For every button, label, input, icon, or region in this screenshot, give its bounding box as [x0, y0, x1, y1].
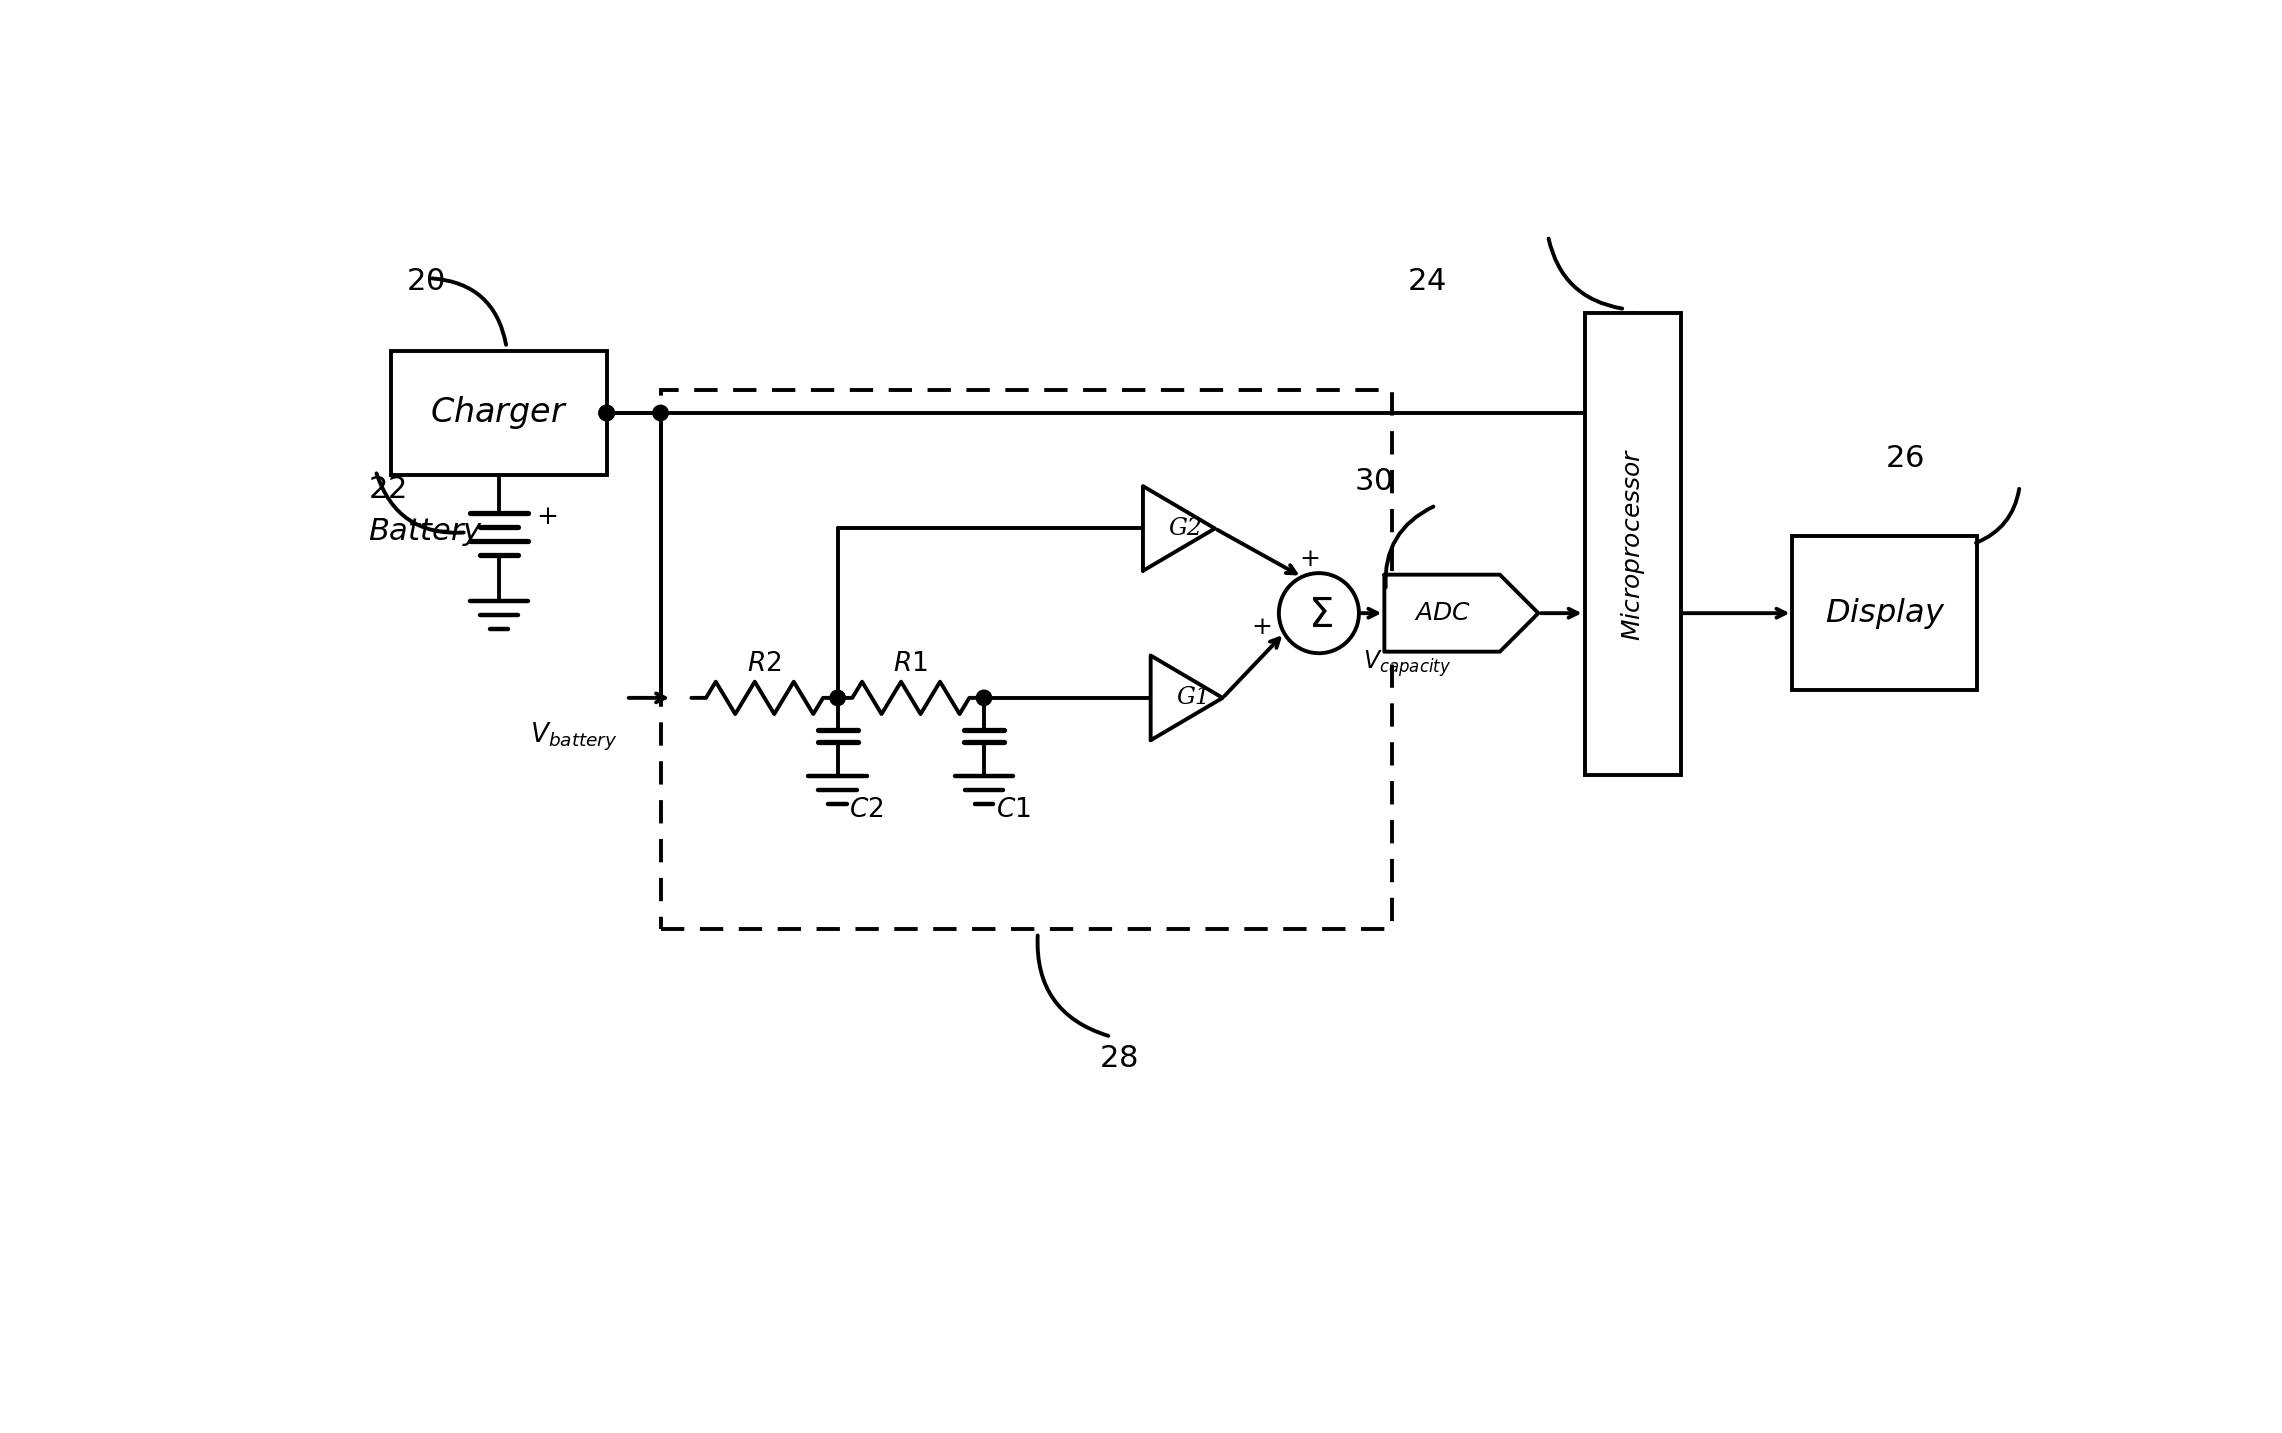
Text: $\mathit{24}$: $\mathit{24}$ — [1408, 265, 1447, 297]
Text: $\mathit{30}$: $\mathit{30}$ — [1353, 466, 1392, 497]
Circle shape — [598, 406, 614, 421]
Text: $V_{\mathit{battery}}$: $V_{\mathit{battery}}$ — [529, 721, 618, 752]
Polygon shape — [1150, 655, 1223, 741]
Circle shape — [977, 691, 993, 705]
Text: $\mathit{Microprocessor}$: $\mathit{Microprocessor}$ — [1618, 447, 1648, 641]
Text: $\mathit{Display}$: $\mathit{Display}$ — [1826, 596, 1944, 631]
Text: G1: G1 — [1175, 686, 1209, 709]
Text: $\mathit{C2}$: $\mathit{C2}$ — [849, 797, 883, 823]
Text: $\mathit{ADC}$: $\mathit{ADC}$ — [1413, 602, 1470, 625]
Text: +: + — [536, 504, 557, 529]
Circle shape — [653, 406, 669, 421]
Text: $\mathit{20}$: $\mathit{20}$ — [406, 265, 445, 297]
Text: +: + — [1298, 547, 1319, 570]
Polygon shape — [1385, 575, 1538, 652]
Text: $V_{\mathit{capacity}}$: $V_{\mathit{capacity}}$ — [1362, 648, 1451, 679]
Text: $\mathit{22}$: $\mathit{22}$ — [367, 474, 406, 504]
FancyBboxPatch shape — [390, 351, 607, 474]
FancyBboxPatch shape — [1584, 312, 1682, 775]
Text: $\Sigma$: $\Sigma$ — [1308, 598, 1333, 635]
Text: $\mathit{R1}$: $\mathit{R1}$ — [895, 651, 929, 676]
Circle shape — [831, 691, 844, 705]
FancyBboxPatch shape — [1791, 536, 1976, 691]
Text: $\mathit{C1}$: $\mathit{C1}$ — [995, 797, 1029, 823]
Text: +: + — [1251, 616, 1273, 639]
Text: $\mathit{26}$: $\mathit{26}$ — [1885, 443, 1924, 474]
Text: $\mathit{Charger}$: $\mathit{Charger}$ — [429, 394, 568, 431]
Text: $\mathit{Battery}$: $\mathit{Battery}$ — [367, 516, 484, 547]
Text: $\mathit{28}$: $\mathit{28}$ — [1100, 1043, 1139, 1075]
Polygon shape — [1143, 486, 1214, 570]
Text: $\mathit{R2}$: $\mathit{R2}$ — [746, 651, 783, 676]
Text: G2: G2 — [1168, 517, 1203, 540]
Circle shape — [1278, 573, 1360, 653]
Circle shape — [598, 406, 614, 421]
